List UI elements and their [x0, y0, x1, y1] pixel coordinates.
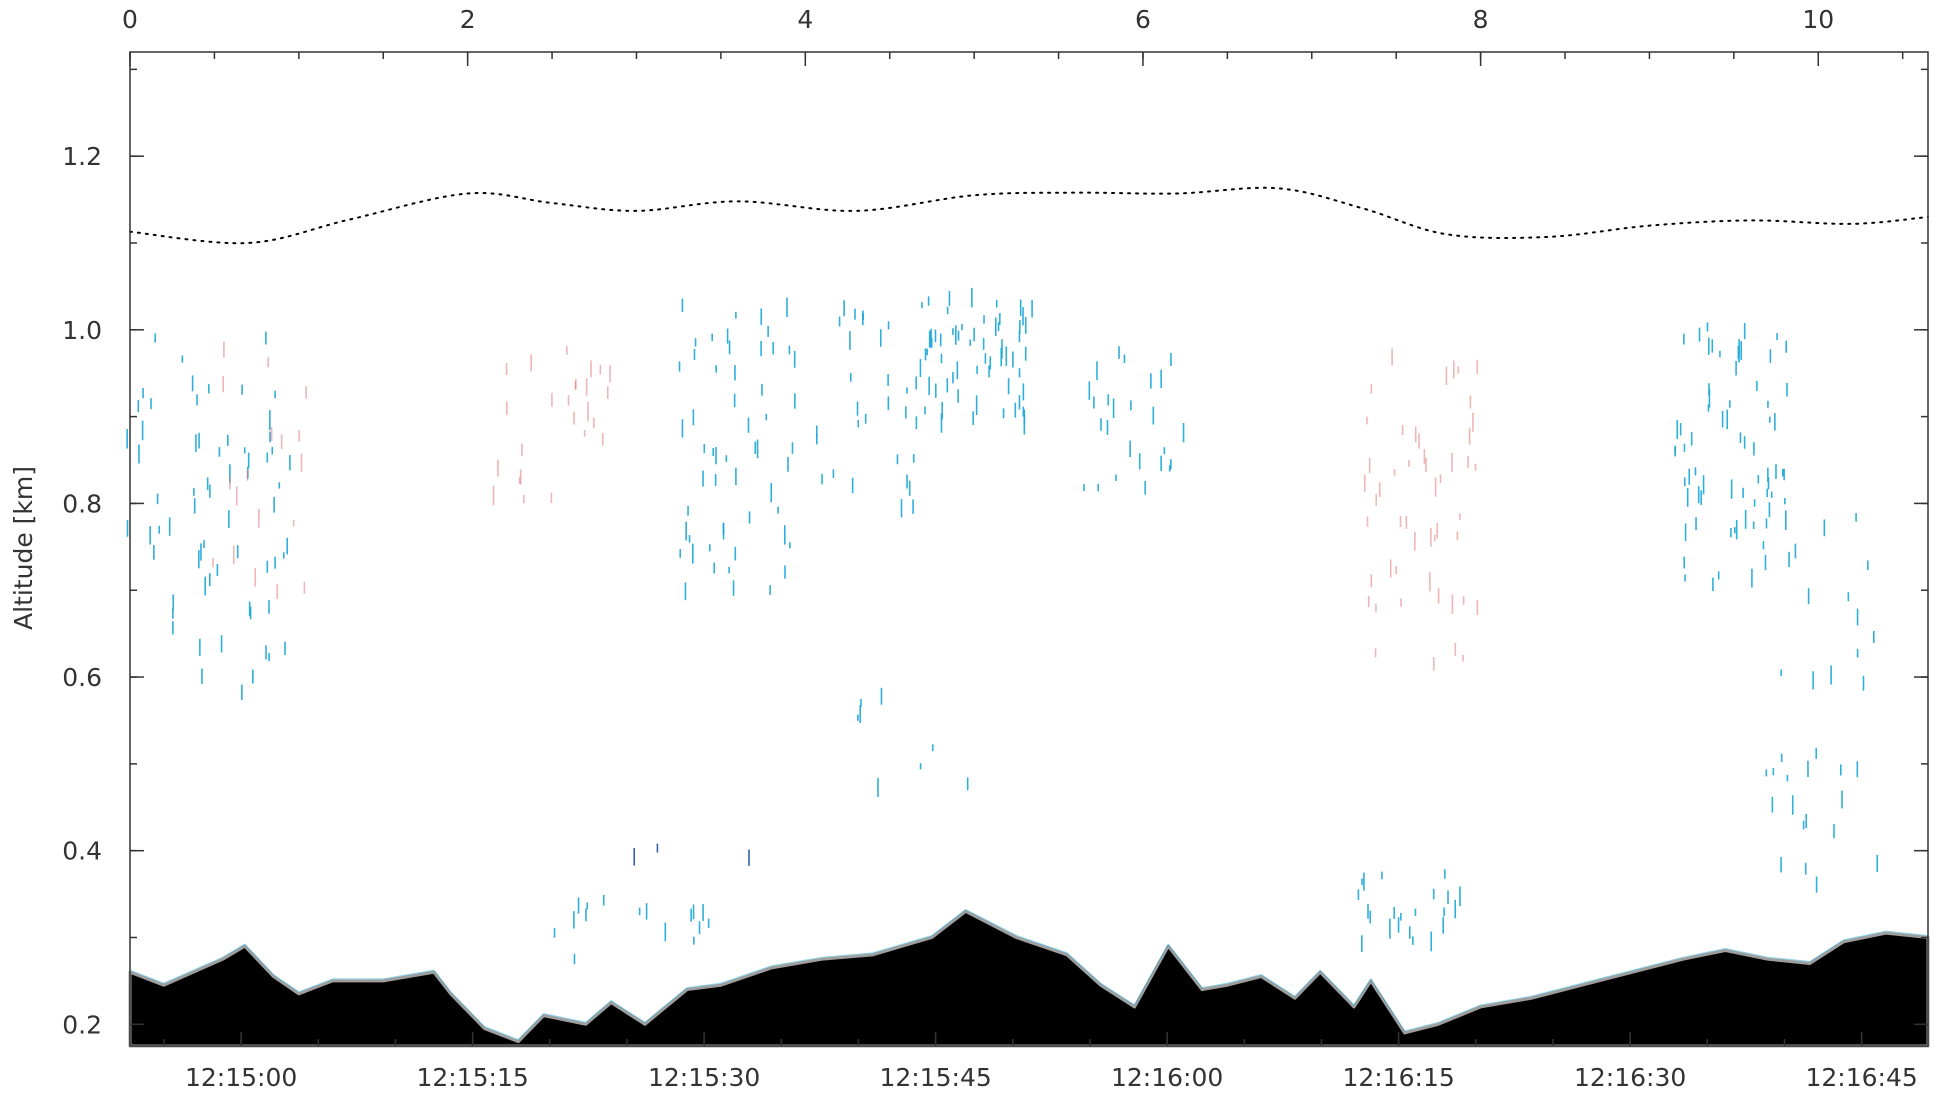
y-tick-label: 1.2 [62, 142, 102, 171]
bottom-tick-label: 12:16:00 [1111, 1063, 1223, 1092]
bottom-tick-label: 12:16:45 [1805, 1063, 1917, 1092]
axes: 0.2 0.4 0.6 0.8 1.0 1.2 0 2 4 6 8 10 12:15:00 12:15:1… [62, 5, 1929, 1092]
bottom-tick-label: 12:15:45 [879, 1063, 991, 1092]
plot-frame [129, 51, 1929, 1047]
top-tick-label: 10 [1802, 5, 1834, 34]
bottom-tick-label: 12:15:00 [185, 1063, 297, 1092]
top-tick-label: 8 [1473, 5, 1489, 34]
top-tick-label: 0 [122, 5, 138, 34]
y-tick-label: 0.8 [62, 489, 102, 518]
y-tick-label: 0.4 [62, 837, 102, 866]
y-tick-label: 0.6 [62, 663, 102, 692]
bottom-tick-label: 12:16:15 [1342, 1063, 1454, 1092]
y-tick-label: 1.0 [62, 316, 102, 345]
terrain-edge [129, 908, 1929, 1041]
top-tick-label: 4 [797, 5, 813, 34]
top-tick-label: 6 [1135, 5, 1151, 34]
terrain-fill [128, 909, 1930, 1048]
bottom-tick-label: 12:15:15 [416, 1063, 528, 1092]
top-tick-label: 2 [460, 5, 476, 34]
y-axis-label: Altitude [km] [9, 466, 38, 630]
bottom-tick-label: 12:15:30 [648, 1063, 760, 1092]
y-tick-label: 0.2 [62, 1010, 102, 1039]
plot-marks [126, 186, 1930, 1048]
bottom-tick-label: 12:16:30 [1574, 1063, 1686, 1092]
dotted-line [129, 186, 1929, 245]
